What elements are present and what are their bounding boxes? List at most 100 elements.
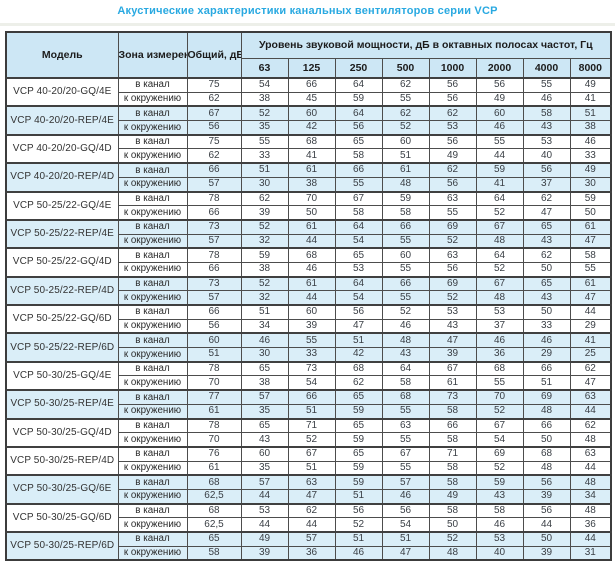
level-cell: 64 [334, 275, 383, 292]
level-cell: 67 [475, 417, 524, 434]
model-cell: VCP 40-20/20-GQ/4D [5, 133, 119, 164]
level-cell: 64 [475, 190, 524, 207]
zone-cell-ambient: к окружению [117, 120, 188, 136]
level-cell: 62 [569, 417, 612, 434]
divider [0, 23, 615, 26]
level-cell: 49 [569, 162, 612, 178]
level-cell: 36 [287, 545, 336, 561]
zone-cell-ambient: к окружению [117, 432, 188, 448]
table-row: VCP 50-25/22-GQ/4E в канал 78 62 70 67 59 63 64 6… [5, 190, 612, 221]
level-cell: 59 [334, 474, 383, 490]
table-row: VCP 40-20/20-GQ/4D в канал 75 55 68 65 60 56 55 5… [5, 133, 612, 164]
level-cell: 34 [569, 488, 612, 505]
level-cell: 57 [240, 474, 289, 490]
level-cell: 44 [287, 233, 336, 249]
level-cell: 67 [287, 445, 336, 462]
level-cell: 49 [240, 530, 289, 547]
total-dba-cell: 56 [186, 120, 242, 136]
total-dba-cell: 66 [186, 303, 242, 320]
total-dba-cell: 51 [186, 347, 242, 363]
header-span: Уровень звуковой мощности, дБ в октавных… [240, 31, 612, 59]
total-dba-cell: 57 [186, 176, 242, 193]
level-cell: 51 [522, 375, 571, 391]
table-row: VCP 50-25/22-GQ/4D в канал 78 59 68 65 60 63 64 6… [5, 247, 612, 278]
level-cell: 56 [428, 176, 477, 193]
level-cell: 66 [522, 417, 571, 434]
level-cell: 70 [475, 389, 524, 405]
level-cell: 68 [475, 360, 524, 377]
header-freq-8000: 8000 [569, 57, 612, 79]
model-cell: VCP 40-20/20-REP/4D [5, 162, 119, 193]
total-dba-cell: 65 [186, 530, 242, 547]
level-cell: 51 [334, 530, 383, 547]
level-cell: 30 [240, 176, 289, 193]
level-cell: 35 [240, 460, 289, 476]
level-cell: 52 [240, 218, 289, 235]
level-cell: 56 [522, 474, 571, 490]
level-cell: 69 [428, 275, 477, 292]
level-cell: 68 [287, 247, 336, 263]
zone-cell-duct: в канал [117, 247, 188, 263]
level-cell: 55 [381, 91, 430, 107]
level-cell: 46 [287, 261, 336, 278]
level-cell: 73 [287, 360, 336, 377]
level-cell: 39 [287, 318, 336, 334]
level-cell: 39 [522, 545, 571, 561]
total-dba-cell: 60 [186, 332, 242, 349]
level-cell: 38 [240, 261, 289, 278]
zone-cell-ambient: к окружению [117, 488, 188, 505]
level-cell: 44 [569, 460, 612, 476]
zone-cell-ambient: к окружению [117, 205, 188, 221]
level-cell: 68 [522, 445, 571, 462]
level-cell: 59 [475, 474, 524, 490]
level-cell: 56 [334, 120, 383, 136]
level-cell: 39 [522, 488, 571, 505]
level-cell: 42 [287, 120, 336, 136]
table-row: VCP 50-30/25-REP/6D в канал 65 49 57 51 51 52 53… [5, 530, 612, 561]
model-cell: VCP 50-30/25-REP/4D [5, 445, 119, 476]
level-cell: 41 [475, 176, 524, 193]
level-cell: 64 [381, 360, 430, 377]
level-cell: 48 [475, 233, 524, 249]
total-dba-cell: 58 [186, 545, 242, 561]
level-cell: 67 [475, 275, 524, 292]
level-cell: 50 [522, 530, 571, 547]
level-cell: 67 [381, 445, 430, 462]
header-freq-500: 500 [381, 57, 430, 79]
level-cell: 25 [569, 347, 612, 363]
zone-cell-duct: в канал [117, 445, 188, 462]
model-cell: VCP 50-25/22-GQ/4D [5, 247, 119, 278]
table-row: VCP 50-30/25-REP/4E в канал 77 57 66 65 68 73 70… [5, 389, 612, 420]
level-cell: 55 [381, 403, 430, 420]
level-cell: 62 [381, 105, 430, 122]
level-cell: 30 [240, 347, 289, 363]
level-cell: 39 [240, 205, 289, 221]
total-dba-cell: 78 [186, 190, 242, 207]
level-cell: 61 [428, 375, 477, 391]
level-cell: 47 [428, 332, 477, 349]
zone-cell-ambient: к окружению [117, 375, 188, 391]
level-cell: 48 [428, 545, 477, 561]
level-cell: 53 [240, 502, 289, 519]
level-cell: 54 [287, 375, 336, 391]
level-cell: 47 [569, 233, 612, 249]
level-cell: 43 [522, 120, 571, 136]
level-cell: 60 [381, 247, 430, 263]
level-cell: 52 [381, 303, 430, 320]
zone-cell-duct: в канал [117, 474, 188, 490]
header-freq-4000: 4000 [522, 57, 571, 79]
level-cell: 60 [475, 105, 524, 122]
header-model: Модель [5, 31, 119, 79]
model-cell: VCP 40-20/20-GQ/4E [5, 76, 119, 107]
level-cell: 51 [240, 303, 289, 320]
level-cell: 36 [569, 517, 612, 533]
level-cell: 51 [334, 332, 383, 349]
level-cell: 33 [287, 347, 336, 363]
table-row: VCP 50-25/22-REP/6D в канал 60 46 55 51 48 47 46… [5, 332, 612, 363]
level-cell: 55 [428, 205, 477, 221]
level-cell: 52 [475, 403, 524, 420]
level-cell: 61 [381, 162, 430, 178]
level-cell: 56 [428, 91, 477, 107]
total-dba-cell: 56 [186, 318, 242, 334]
